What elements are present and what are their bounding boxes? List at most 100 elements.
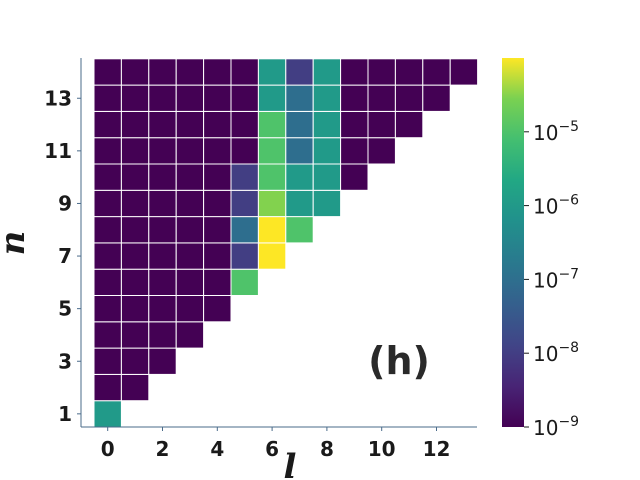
heatmap-cell <box>257 58 287 86</box>
heatmap-cell <box>148 137 177 165</box>
heatmap-cell <box>367 137 396 165</box>
heatmap-cell <box>312 137 342 165</box>
heatmap-cell <box>120 163 150 191</box>
heatmap-cell <box>93 84 122 112</box>
heatmap-cell <box>93 110 122 139</box>
heatmap-cell <box>422 84 451 112</box>
colorbar-tick-label: 10−9 <box>533 414 579 440</box>
heatmap-cell <box>148 321 177 349</box>
heatmap-cell <box>257 242 287 270</box>
heatmap-cell <box>175 242 205 270</box>
heatmap-cell <box>230 242 259 270</box>
heatmap-cell <box>120 189 150 218</box>
heatmap-cell <box>422 58 451 86</box>
heatmap-cell <box>93 268 122 297</box>
heatmap-cell <box>203 58 232 86</box>
heatmap-cell <box>230 268 259 297</box>
heatmap-cell <box>93 373 122 402</box>
heatmap-cell <box>340 110 369 139</box>
heatmap-cell <box>93 295 122 323</box>
heatmap-cell <box>175 163 205 191</box>
heatmap-cell <box>230 58 259 86</box>
y-tick-label: 9 <box>58 191 72 215</box>
heatmap-cell <box>148 110 177 139</box>
heatmap-cell <box>148 268 177 297</box>
heatmap-cell <box>148 189 177 218</box>
heatmap-cell <box>148 242 177 270</box>
heatmap-cell <box>148 295 177 323</box>
heatmap-cell <box>93 163 122 191</box>
heatmap-cell <box>93 58 122 86</box>
heatmap-cell <box>394 58 424 86</box>
heatmap-cell <box>230 216 259 244</box>
heatmap-cell <box>93 189 122 218</box>
heatmap-cell <box>449 58 479 86</box>
heatmap-cell <box>148 163 177 191</box>
heatmap-cell <box>340 84 369 112</box>
heatmap-cell <box>93 242 122 270</box>
heatmap-cell <box>285 58 314 86</box>
y-tick-label: 7 <box>58 244 72 268</box>
heatmap-cell <box>93 347 122 375</box>
heatmap-cell <box>148 216 177 244</box>
heatmap-cell <box>285 163 314 191</box>
colorbar-tick-label: 10−7 <box>533 266 579 292</box>
colorbar-tick-label: 10−5 <box>533 119 579 145</box>
heatmap-cell <box>203 242 232 270</box>
y-tick-label: 13 <box>44 86 72 110</box>
x-tick-label: 8 <box>320 437 334 461</box>
heatmap-cell <box>120 347 150 375</box>
heatmap-cell <box>203 295 232 323</box>
heatmap-cell <box>312 110 342 139</box>
x-ticks: 0 2 4 6 8 10 12 <box>101 427 451 461</box>
x-tick-label: 12 <box>423 437 451 461</box>
heatmap-cell <box>175 110 205 139</box>
heatmap-cell <box>257 137 287 165</box>
heatmap-cell <box>312 189 342 218</box>
heatmap-cell <box>312 163 342 191</box>
heatmap-cell <box>120 137 150 165</box>
x-tick-label: 6 <box>265 437 279 461</box>
x-tick-label: 0 <box>101 437 115 461</box>
x-axis-title: l <box>284 447 297 480</box>
heatmap-cell <box>312 84 342 112</box>
heatmap-cell <box>120 58 150 86</box>
heatmap-cell <box>120 110 150 139</box>
heatmap-cell <box>257 110 287 139</box>
heatmap-cell <box>203 163 232 191</box>
heatmap-cell <box>120 321 150 349</box>
heatmap-cell <box>93 321 122 349</box>
heatmap-cell <box>285 110 314 139</box>
heatmap-cell <box>257 189 287 218</box>
heatmap-cell <box>257 163 287 191</box>
heatmap-cell <box>203 137 232 165</box>
colorbar-tick-label: 10−8 <box>533 340 579 366</box>
y-tick-label: 11 <box>44 139 72 163</box>
heatmap-cell <box>120 373 150 402</box>
heatmap-cell <box>203 216 232 244</box>
heatmap-cell <box>120 216 150 244</box>
heatmap-cell <box>175 189 205 218</box>
heatmap-cell <box>340 137 369 165</box>
heatmap-cell <box>93 137 122 165</box>
heatmap-cell <box>285 137 314 165</box>
heatmap-cell <box>120 242 150 270</box>
heatmap-cell <box>175 295 205 323</box>
heatmap-cell <box>148 347 177 375</box>
x-tick-label: 2 <box>156 437 170 461</box>
heatmap-cell <box>285 216 314 244</box>
heatmap-cell <box>285 84 314 112</box>
panel-annotation: (h) <box>368 339 430 383</box>
heatmap-cell <box>394 84 424 112</box>
heatmap-cell <box>230 163 259 191</box>
colorbar-ticks: 10−9 10−8 10−7 10−6 10−5 <box>524 119 579 440</box>
heatmap-cell <box>175 58 205 86</box>
heatmap-cell <box>230 84 259 112</box>
heatmap-cell <box>340 163 369 191</box>
heatmap-cells <box>93 58 479 428</box>
heatmap-cell <box>120 295 150 323</box>
heatmap-cell <box>367 84 396 112</box>
y-tick-label: 5 <box>58 297 72 321</box>
